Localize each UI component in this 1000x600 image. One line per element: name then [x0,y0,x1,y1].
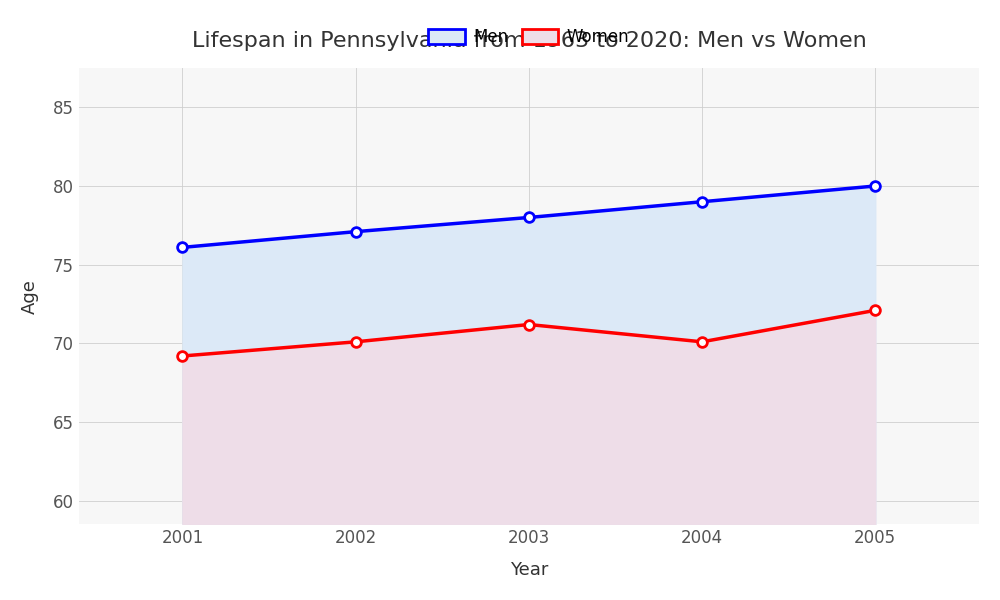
Legend: Men, Women: Men, Women [422,22,636,53]
Y-axis label: Age: Age [21,279,39,314]
Title: Lifespan in Pennsylvania from 1963 to 2020: Men vs Women: Lifespan in Pennsylvania from 1963 to 20… [192,31,866,51]
X-axis label: Year: Year [510,561,548,579]
